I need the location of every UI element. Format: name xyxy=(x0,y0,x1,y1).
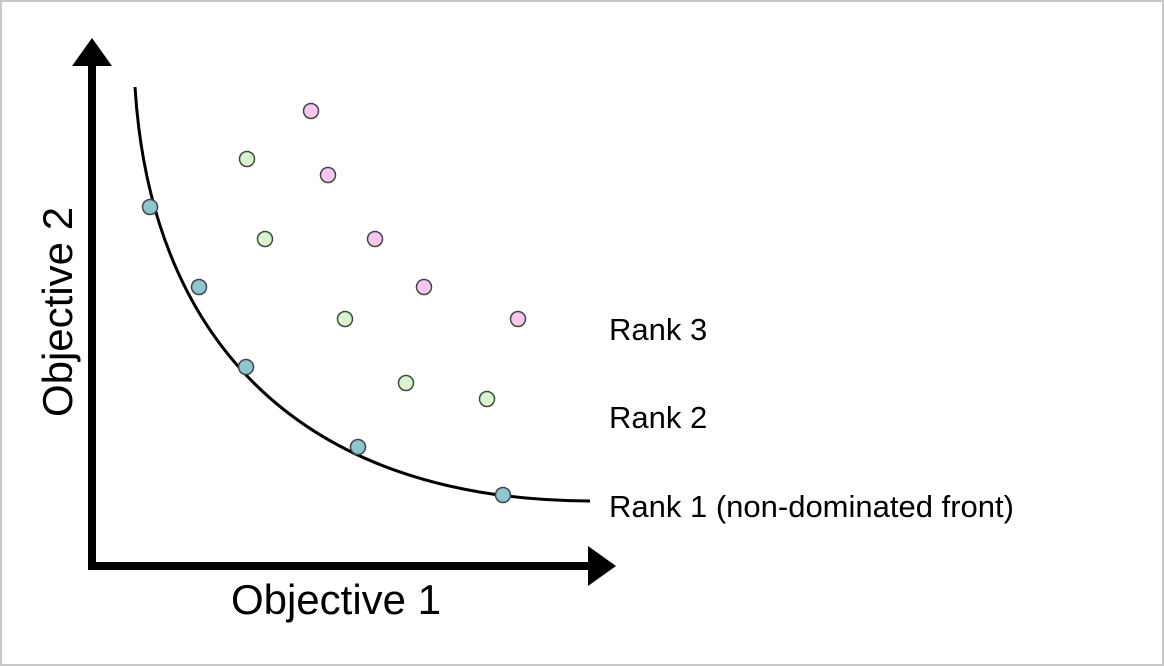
y-axis-arrowhead xyxy=(72,38,112,66)
rank-2-point xyxy=(336,310,354,328)
rank-2-points xyxy=(238,150,496,408)
rank-3-label: Rank 3 xyxy=(609,312,707,347)
rank-2-point xyxy=(238,150,256,168)
rank-1-point xyxy=(349,438,367,456)
rank-2-point xyxy=(478,390,496,408)
rank-1-point xyxy=(237,358,255,376)
y-axis-label: Objective 2 xyxy=(34,207,81,417)
pareto-front-curve xyxy=(133,86,591,503)
x-axis-arrowhead xyxy=(588,546,616,586)
rank-1-point xyxy=(141,198,159,216)
rank-3-point xyxy=(319,166,337,184)
rank-1-point xyxy=(190,278,208,296)
rank-2-label: Rank 2 xyxy=(609,400,707,435)
rank-3-point xyxy=(509,310,527,328)
x-axis-label: Objective 1 xyxy=(231,576,441,623)
rank-3-points xyxy=(302,102,527,328)
rank-3-point xyxy=(302,102,320,120)
rank-2-point xyxy=(256,230,274,248)
rank-1-label: Rank 1 (non-dominated front) xyxy=(609,489,1014,524)
rank-3-point xyxy=(415,278,433,296)
rank-2-point xyxy=(397,374,415,392)
rank-1-points xyxy=(141,198,512,504)
rank-1-point xyxy=(494,486,512,504)
rank-3-point xyxy=(366,230,384,248)
